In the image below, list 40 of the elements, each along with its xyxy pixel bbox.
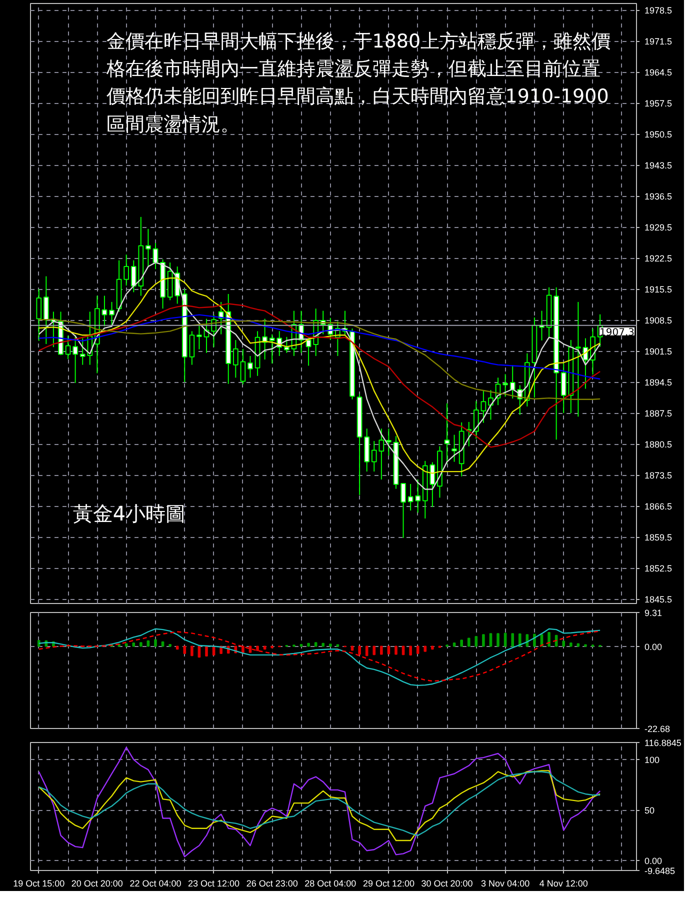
y-tick-label: 1859.5 <box>644 532 672 543</box>
y-tick-label: 1971.5 <box>644 36 672 47</box>
y-tick-label: 100 <box>644 755 660 766</box>
y-tick-label: 1887.5 <box>644 408 672 419</box>
y-tick-label: -9.6485 <box>644 866 676 876</box>
y-tick-label: 1852.5 <box>644 564 672 574</box>
y-tick-label: 0.00 <box>644 856 662 866</box>
y-tick-label: -22.68 <box>644 724 670 734</box>
x-tick-label: 4 Nov 12:00 <box>539 878 588 888</box>
y-tick-label: 1929.5 <box>644 222 672 233</box>
y-tick-label: 1964.5 <box>644 68 672 78</box>
annotation: 黃金4小時圖 <box>72 502 186 526</box>
y-tick-label: 1866.5 <box>644 502 672 512</box>
x-tick-label: 23 Oct 12:00 <box>188 878 240 888</box>
y-tick-label: 1936.5 <box>644 192 672 202</box>
y-tick-label: 1943.5 <box>644 160 672 171</box>
x-tick-label: 29 Oct 12:00 <box>362 878 414 888</box>
y-tick-label: 50 <box>644 806 655 816</box>
x-tick-label: 20 Oct 20:00 <box>71 878 123 888</box>
x-tick-label: 26 Oct 23:00 <box>246 878 298 888</box>
y-tick-label: 1873.5 <box>644 470 672 481</box>
x-tick-label: 30 Oct 20:00 <box>421 878 473 888</box>
y-tick-label: 116.8845 <box>644 738 682 748</box>
y-tick-label: 1957.5 <box>644 98 672 109</box>
x-tick-label: 22 Oct 04:00 <box>130 878 182 888</box>
y-tick-label: 9.31 <box>644 608 662 618</box>
y-tick-label: 0.00 <box>644 642 662 652</box>
y-tick-label: 1880.5 <box>644 440 672 450</box>
y-tick-label: 1845.5 <box>644 594 672 605</box>
x-tick-label: 28 Oct 04:00 <box>304 878 356 888</box>
y-tick-label: 1915.5 <box>644 284 672 295</box>
y-tick-label: 1901.5 <box>644 346 672 357</box>
x-tick-label: 19 Oct 15:00 <box>13 878 65 888</box>
ref-line-label: 1907.3 <box>600 327 635 338</box>
y-tick-label: 1922.5 <box>644 254 672 264</box>
y-tick-label: 1908.5 <box>644 316 672 326</box>
y-tick-label: 1894.5 <box>644 378 672 388</box>
x-tick-label: 3 Nov 04:00 <box>481 878 530 888</box>
y-tick-label: 1950.5 <box>644 130 672 140</box>
y-tick-label: 1978.5 <box>644 6 672 16</box>
